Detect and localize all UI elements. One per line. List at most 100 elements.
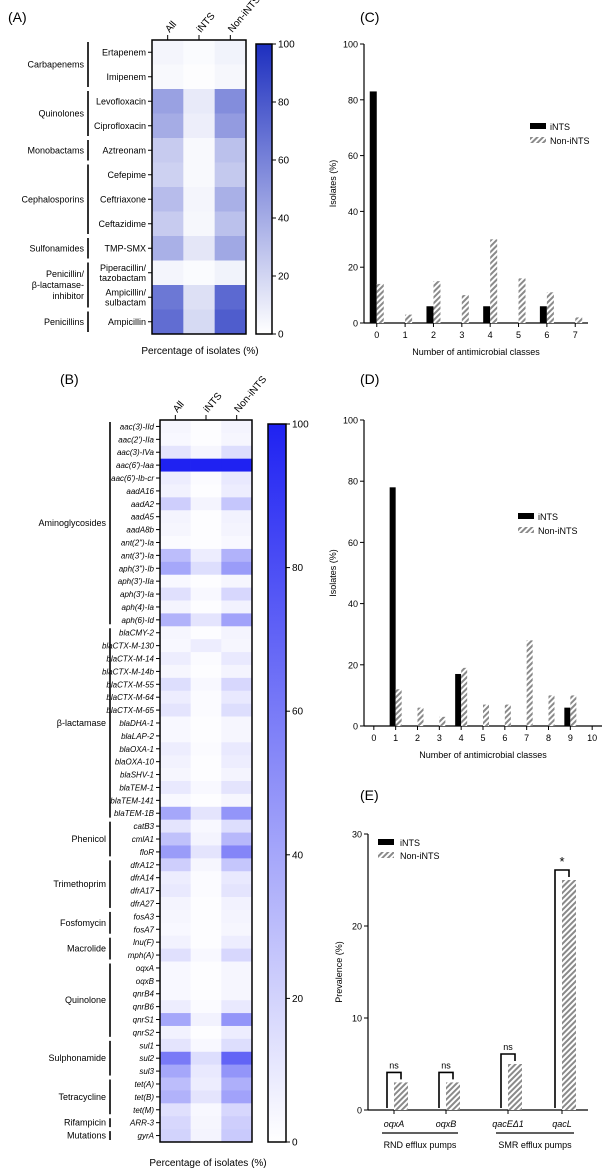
legend-swatch-ints [518,513,534,519]
heatmap-cell [221,600,253,614]
heatmap-cell [190,884,222,898]
heatmap-cell [221,819,253,833]
colorbar-tick-label: 60 [292,707,304,718]
heatmap-cell [190,1090,222,1104]
x-axis-label: Number of antimicrobial classes [412,347,540,357]
heatmap-cell [160,690,191,704]
bar-chart-e: 0 10 20 30 Prevalence (%) ns oqxA ns oqxB ns qacEΔ… [334,830,588,1150]
heatmap-cell [160,561,191,576]
column-label: Non-iNTS [226,0,263,35]
row-label: aac(6')-Iaa [116,461,155,470]
y-axis-label: Isolates (%) [328,549,338,597]
heatmap-cell [152,89,184,114]
row-label: blaCMY-2 [119,629,155,638]
heatmap-cell [190,690,222,704]
heatmap-cell [190,768,222,782]
heatmap-cell [183,187,215,212]
panel-label-d: (D) [360,371,379,387]
panel-label-e: (E) [360,787,379,803]
row-label: aac(2')-IIa [118,435,154,444]
x-tick-label: 2 [415,733,420,743]
colorbar-tick-label: 20 [292,994,304,1005]
heatmap-cell [221,1103,253,1117]
x-tick-label: 1 [403,330,408,340]
colorbar-tick-label: 60 [278,156,290,167]
column-label: Non-iNTS [233,374,270,415]
heatmap-cell [190,742,222,756]
heatmap-cell [160,884,191,898]
bar-non-ints [562,880,576,1110]
bar-non-ints [518,278,526,323]
group-label: β-lactamase [57,718,106,728]
heatmap-cell [160,497,191,511]
row-label: tet(M) [133,1106,154,1115]
heatmap-cell [190,781,222,795]
heatmap-cell [190,755,222,769]
bar-non-ints [575,317,583,323]
row-label: qnrB4 [133,990,155,999]
heatmap-cell [190,1103,222,1117]
x-axis-label: Percentage of isolates (%) [141,346,258,357]
heatmap-cell [160,484,191,498]
row-label: tet(B) [134,1093,154,1102]
heatmap-cell [183,113,215,139]
heatmap-cell [221,1116,253,1130]
heatmap-cell [183,211,215,237]
heatmap-cell [221,935,253,949]
heatmap-cell [214,260,247,286]
row-label: catB3 [134,822,155,831]
heatmap-cell [160,639,191,653]
x-tick-label: 6 [502,733,507,743]
label-line: Aminoglycosides [38,518,106,528]
group-label: Tetracycline [58,1092,106,1102]
heatmap-cell [190,497,222,511]
heatmap-cell [160,974,191,988]
heatmap-cell [152,285,184,310]
heatmap-cell [152,113,184,139]
heatmap-cell [221,884,253,898]
heatmap-cell [190,574,222,588]
legend-swatch-ints [378,839,394,845]
heatmap-cell [221,548,253,563]
x-tick-label: oqxA [384,1119,405,1129]
x-axis-label: Percentage of isolates (%) [149,1158,266,1169]
heatmap-cell [190,819,222,833]
heatmap-cell [152,40,184,65]
significance-label: ns [389,1060,399,1070]
heatmap-cell [190,432,222,447]
heatmap-cell [160,458,191,472]
legend-label: iNTS [400,838,420,848]
label-line: Phenicol [71,834,106,844]
heatmap-cell [183,89,215,114]
heatmap-cell [160,445,191,459]
y-tick-label: 20 [352,922,362,932]
significance-label: * [559,854,564,869]
heatmap-cell [160,845,191,859]
y-tick-label: 20 [348,263,358,273]
significance-label: ns [503,1042,513,1052]
y-tick-label: 40 [348,599,358,609]
row-label: ARR-3 [129,1119,155,1128]
heatmap-cell [221,639,253,653]
legend-swatch-non-ints [530,137,546,143]
heatmap-cell [183,40,215,65]
heatmap-cell [214,113,247,139]
y-tick-label: 80 [348,95,358,105]
heatmap-cell [221,536,253,550]
row-label: blaCTX-M-55 [106,680,154,689]
heatmap-cell [221,587,253,601]
row-label: blaCTX-M-130 [102,642,155,651]
label-line: Quinolones [38,109,84,119]
label-line: Trimethoprim [53,879,106,889]
heatmap-cell [221,755,253,769]
heatmap-cell [190,703,222,717]
category-group-label: SMR efflux pumps [498,1140,572,1150]
heatmap-cell [214,138,247,163]
y-tick-label: 40 [348,207,358,217]
label-line: Carbapenems [27,60,84,70]
heatmap-cell [221,897,253,911]
heatmap-cell [221,768,253,782]
heatmap-cell [190,561,222,576]
label-line: Mutations [67,1131,107,1141]
